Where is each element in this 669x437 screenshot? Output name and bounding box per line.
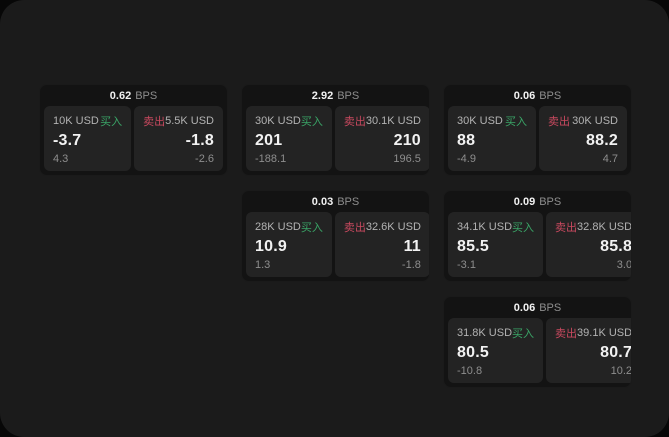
- buy-sub-value: -3.1: [457, 259, 476, 271]
- buy-amount: 10K USD: [53, 115, 99, 127]
- buy-sub-value: 4.3: [53, 153, 69, 165]
- sell-value: -1.8: [185, 132, 214, 149]
- buy-tag: 买入: [300, 116, 323, 128]
- quote-card: 0.06 BPS 30K USD 买入 88 -4.9 卖出 30K USD 8…: [443, 84, 632, 176]
- buy-tag: 买入: [100, 116, 123, 128]
- sell-amount: 32.6K USD: [365, 221, 421, 233]
- quote-panels: 10K USD 买入 -3.7 4.3 卖出 5.5K USD -1.8 -2.…: [40, 106, 227, 175]
- buy-panel[interactable]: 30K USD 买入 88 -4.9: [448, 106, 536, 171]
- bps-label: BPS: [539, 89, 562, 102]
- bps-label: BPS: [539, 195, 562, 208]
- buy-value: 10.9: [255, 238, 287, 255]
- quote-panels: 30K USD 买入 201 -188.1 卖出 30.1K USD 210 1…: [242, 106, 429, 175]
- buy-value: 88: [457, 132, 476, 149]
- sell-amount: 39.1K USD: [577, 327, 632, 339]
- sell-sub-value: 10.2: [610, 365, 632, 377]
- sell-tag: 卖出: [343, 222, 366, 234]
- sell-sub-value: 196.5: [393, 153, 421, 165]
- card-header: 0.09 BPS: [444, 191, 631, 212]
- sell-panel[interactable]: 卖出 39.1K USD 80.7 10.2: [546, 318, 632, 383]
- card-header: 0.62 BPS: [40, 85, 227, 106]
- sell-sub-value: -1.8: [401, 259, 421, 271]
- quote-card: 0.09 BPS 34.1K USD 买入 85.5 -3.1 卖出 32.8K…: [443, 190, 632, 282]
- quote-panels: 30K USD 买入 88 -4.9 卖出 30K USD 88.2 4.7: [444, 106, 631, 175]
- card-header: 2.92 BPS: [242, 85, 429, 106]
- sell-amount: 32.8K USD: [577, 221, 632, 233]
- buy-panel[interactable]: 31.8K USD 买入 80.5 -10.8: [448, 318, 544, 383]
- bps-value: 0.03: [311, 195, 334, 208]
- card-header: 0.06 BPS: [444, 85, 631, 106]
- sell-panel[interactable]: 卖出 5.5K USD -1.8 -2.6: [134, 106, 223, 171]
- bps-value: 0.06: [513, 301, 536, 314]
- sell-value: 11: [403, 238, 421, 255]
- buy-value: 80.5: [457, 344, 489, 361]
- buy-sub-value: -10.8: [457, 365, 483, 377]
- bps-label: BPS: [135, 89, 158, 102]
- bps-label: BPS: [337, 89, 360, 102]
- sell-tag: 卖出: [343, 116, 366, 128]
- bps-value: 0.06: [513, 89, 536, 102]
- sell-value: 210: [393, 132, 421, 149]
- sell-panel[interactable]: 卖出 32.6K USD 11 -1.8: [334, 212, 429, 277]
- buy-tag: 买入: [512, 222, 535, 234]
- buy-tag: 买入: [505, 116, 527, 128]
- buy-amount: 34.1K USD: [457, 221, 513, 233]
- sell-value: 80.7: [600, 344, 632, 361]
- buy-tag: 买入: [512, 328, 535, 340]
- card-header: 0.03 BPS: [242, 191, 429, 212]
- buy-panel[interactable]: 34.1K USD 买入 85.5 -3.1: [448, 212, 544, 277]
- quote-panels: 31.8K USD 买入 80.5 -10.8 卖出 39.1K USD 80.…: [444, 318, 631, 387]
- sell-tag: 卖出: [143, 116, 166, 128]
- buy-amount: 28K USD: [255, 221, 301, 233]
- buy-amount: 30K USD: [255, 115, 301, 127]
- sell-panel[interactable]: 卖出 30.1K USD 210 196.5: [334, 106, 429, 171]
- buy-panel[interactable]: 30K USD 买入 201 -188.1: [246, 106, 332, 171]
- quote-card: 2.92 BPS 30K USD 买入 201 -188.1 卖出 30.1K …: [241, 84, 430, 176]
- sell-value: 88.2: [586, 132, 618, 149]
- sell-amount: 5.5K USD: [165, 115, 214, 127]
- buy-sub-value: -188.1: [255, 153, 287, 165]
- buy-amount: 31.8K USD: [457, 327, 513, 339]
- buy-panel[interactable]: 10K USD 买入 -3.7 4.3: [44, 106, 132, 171]
- sell-tag: 卖出: [555, 328, 578, 340]
- bps-value: 0.09: [513, 195, 536, 208]
- buy-value: 85.5: [457, 238, 489, 255]
- bps-value: 0.62: [109, 89, 132, 102]
- sell-tag: 卖出: [548, 116, 570, 128]
- quote-panels: 28K USD 买入 10.9 1.3 卖出 32.6K USD 11 -1.8: [242, 212, 429, 281]
- sell-panel[interactable]: 卖出 32.8K USD 85.8 3.0: [546, 212, 632, 277]
- sell-tag: 卖出: [555, 222, 578, 234]
- bps-value: 2.92: [311, 89, 334, 102]
- sell-panel[interactable]: 卖出 30K USD 88.2 4.7: [539, 106, 627, 171]
- sell-amount: 30K USD: [572, 115, 618, 127]
- buy-value: -3.7: [53, 132, 82, 149]
- bps-label: BPS: [337, 195, 360, 208]
- bps-label: BPS: [539, 301, 562, 314]
- quote-card-grid: 0.62 BPS 10K USD 买入 -3.7 4.3 卖出 5.5K USD…: [39, 84, 632, 388]
- card-header: 0.06 BPS: [444, 297, 631, 318]
- buy-panel[interactable]: 28K USD 买入 10.9 1.3: [246, 212, 332, 277]
- sell-sub-value: 4.7: [602, 153, 618, 165]
- buy-tag: 买入: [300, 222, 323, 234]
- sell-sub-value: 3.0: [616, 259, 632, 271]
- sell-sub-value: -2.6: [195, 153, 214, 165]
- buy-amount: 30K USD: [457, 115, 503, 127]
- sell-value: 85.8: [600, 238, 632, 255]
- buy-sub-value: -4.9: [457, 153, 476, 165]
- buy-sub-value: 1.3: [255, 259, 271, 271]
- quote-card: 0.62 BPS 10K USD 买入 -3.7 4.3 卖出 5.5K USD…: [39, 84, 228, 176]
- buy-value: 201: [255, 132, 283, 149]
- sell-amount: 30.1K USD: [365, 115, 421, 127]
- quote-panels: 34.1K USD 买入 85.5 -3.1 卖出 32.8K USD 85.8…: [444, 212, 631, 281]
- quote-card: 0.03 BPS 28K USD 买入 10.9 1.3 卖出 32.6K US…: [241, 190, 430, 282]
- quote-card: 0.06 BPS 31.8K USD 买入 80.5 -10.8 卖出 39.1…: [443, 296, 632, 388]
